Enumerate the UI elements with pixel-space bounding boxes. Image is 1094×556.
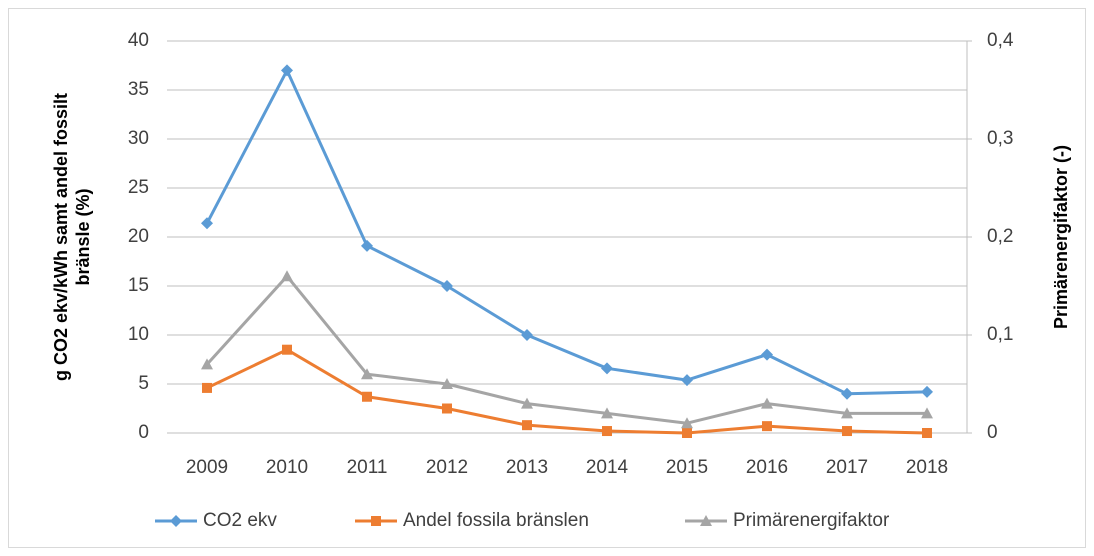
x-tick-label: 2018 xyxy=(906,457,948,478)
marker xyxy=(522,420,532,431)
x-tick-label: 2015 xyxy=(666,457,708,478)
marker xyxy=(281,270,293,282)
x-tick-label: 2012 xyxy=(426,457,468,478)
series-line xyxy=(206,348,928,435)
marker xyxy=(761,348,773,361)
y-tick-label: 30 xyxy=(128,128,149,149)
marker xyxy=(282,344,292,355)
y2-tick-label: 0,3 xyxy=(987,128,1013,149)
marker xyxy=(841,387,853,400)
x-tick-label: 2009 xyxy=(186,457,228,478)
y2-tick-label: 0,4 xyxy=(987,30,1014,51)
marker xyxy=(521,397,533,409)
x-tick-label: 2011 xyxy=(347,457,388,478)
y2-axis-label: Primärenergifaktor (-) xyxy=(1051,145,1071,329)
marker xyxy=(842,426,852,437)
marker xyxy=(762,421,772,432)
legend-label: Primärenergifaktor xyxy=(733,510,890,531)
marker xyxy=(281,64,293,77)
y-axis-label-line: bränsle (%) xyxy=(73,188,93,285)
x-tick-label: 2013 xyxy=(506,457,548,478)
marker xyxy=(441,378,453,389)
marker xyxy=(442,403,452,414)
x-tick-label: 2016 xyxy=(746,457,788,478)
y2-tick-label: 0,2 xyxy=(987,226,1013,247)
marker xyxy=(602,426,612,437)
marker xyxy=(601,362,613,375)
y-axis-label-line: g CO2 ekv/kWh samt andel fossilt xyxy=(51,93,71,381)
y-tick-label: 35 xyxy=(128,79,149,100)
marker xyxy=(921,407,933,419)
marker xyxy=(841,407,853,419)
marker xyxy=(682,428,692,438)
marker xyxy=(681,417,693,429)
marker xyxy=(170,515,182,527)
x-tick-label: 2017 xyxy=(826,457,868,478)
marker xyxy=(922,428,932,438)
y2-tick-label: 0,1 xyxy=(987,324,1013,345)
marker xyxy=(441,280,453,292)
marker xyxy=(361,239,373,252)
chart-border xyxy=(8,8,1086,548)
y-tick-label: 40 xyxy=(128,30,149,51)
x-tick-label: 2010 xyxy=(266,457,308,478)
marker xyxy=(202,382,212,393)
y-tick-label: 10 xyxy=(128,324,149,345)
y-tick-label: 25 xyxy=(128,177,149,198)
marker xyxy=(362,391,372,402)
marker xyxy=(700,515,712,526)
y-tick-label: 20 xyxy=(128,226,149,247)
marker xyxy=(201,217,213,230)
x-tick-label: 2014 xyxy=(586,457,629,478)
marker xyxy=(521,329,533,341)
series-line xyxy=(205,68,928,396)
y2-tick-label: 0 xyxy=(987,422,998,443)
y-axis-label: g CO2 ekv/kWh samt andel fossilt bränsle … xyxy=(51,93,93,381)
marker xyxy=(201,358,213,370)
marker xyxy=(921,385,933,398)
series-line xyxy=(205,274,927,425)
marker xyxy=(601,407,613,419)
y-tick-label: 15 xyxy=(128,275,149,296)
marker xyxy=(681,374,693,387)
y-tick-label: 0 xyxy=(138,422,149,443)
legend-label: Andel fossila bränslen xyxy=(403,510,589,531)
y-tick-label: 5 xyxy=(138,373,149,394)
marker xyxy=(361,368,373,380)
marker xyxy=(371,516,381,526)
legend-label: CO2 ekv xyxy=(203,510,277,531)
marker xyxy=(761,397,773,409)
